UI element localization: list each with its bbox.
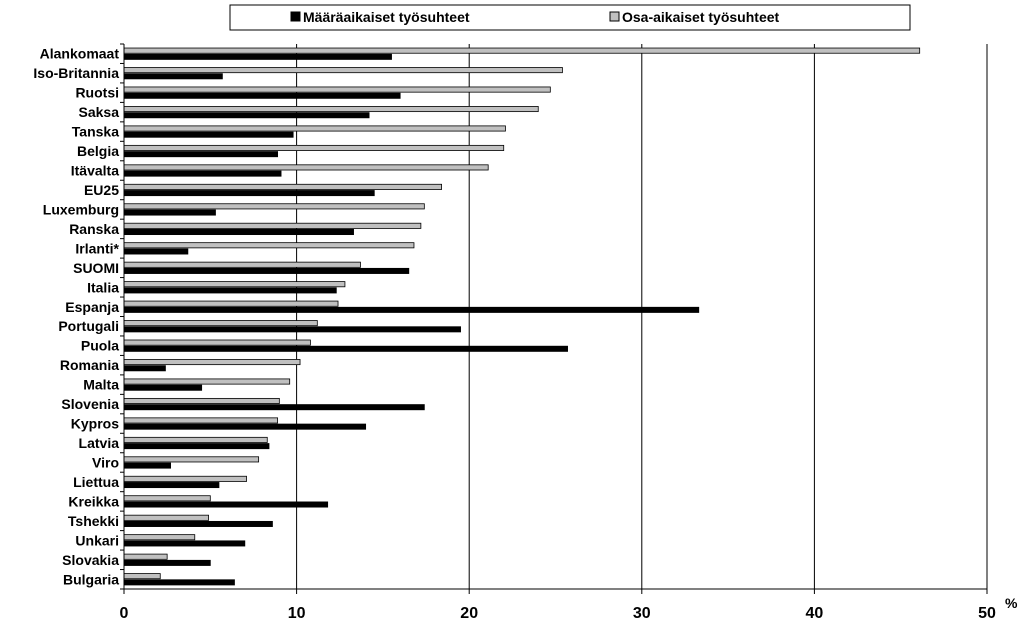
category-label-11: SUOMI [73,260,119,276]
bar-fixed-term-14 [123,326,461,333]
category-label-9: Ranska [69,221,119,237]
plot-area: Alankomaat Iso-Britannia Ruotsi Saksa Tanska… [33,43,1018,622]
bar-part-time-16 [123,359,301,366]
bar-fixed-term-20 [123,443,270,450]
bar-fixed-term-6 [123,170,282,177]
category-label-1: Iso-Britannia [33,65,119,81]
bar-fixed-term-4 [123,131,294,138]
category-label-24: Tshekki [68,513,119,529]
bar-part-time-26 [123,553,168,560]
bar-fixed-term-10 [123,248,189,255]
category-label-22: Liettua [73,474,119,490]
bar-fixed-term-19 [123,423,367,430]
bar-fixed-term-7 [123,190,375,197]
bar-part-time-1 [123,67,563,74]
bar-part-time-17 [123,378,291,385]
category-label-26: Slovakia [62,552,119,568]
bar-fixed-term-12 [123,287,337,294]
category-label-12: Italia [87,279,119,295]
bar-fixed-term-13 [123,306,700,313]
bar-fixed-term-16 [123,365,166,372]
category-label-23: Kreikka [68,493,119,509]
x-unit-label: % [1005,595,1018,611]
bar-part-time-2 [123,86,551,93]
category-label-19: Kypros [71,416,119,432]
legend-swatch-series-1 [290,11,301,22]
bar-fixed-term-22 [123,482,220,489]
bar-fixed-term-24 [123,520,273,527]
bar-part-time-8 [123,203,425,210]
bar-part-time-14 [123,320,318,327]
bar-fixed-term-18 [123,404,425,411]
bar-part-time-15 [123,339,311,346]
category-label-0: Alankomaat [40,46,120,62]
x-tick-label-3: 30 [633,605,651,622]
category-label-5: Belgia [77,143,119,159]
x-tick-label-5: 50 [978,605,996,622]
bar-fixed-term-8 [123,209,216,216]
bar-fixed-term-5 [123,151,279,158]
x-tick-label-1: 10 [288,605,306,622]
category-label-10: Irlanti* [75,240,119,256]
bar-part-time-12 [123,281,346,288]
legend-label-series-2: Osa-aikaiset työsuhteet [622,9,780,25]
category-label-21: Viro [92,454,119,470]
bar-fixed-term-27 [123,579,235,586]
bar-part-time-10 [123,242,415,249]
category-label-13: Espanja [65,299,119,315]
bar-fixed-term-17 [123,384,203,391]
bar-fixed-term-0 [123,53,392,60]
x-tick-label-0: 0 [120,605,129,622]
bar-part-time-5 [123,144,505,151]
legend-label-series-1: Määräaikaiset työsuhteet [303,9,470,25]
category-label-14: Portugali [58,318,119,334]
bar-part-time-21 [123,456,260,463]
bar-part-time-6 [123,164,489,171]
category-label-16: Romania [60,357,119,373]
legend-box [229,4,911,31]
category-label-4: Tanska [72,124,119,140]
bar-part-time-24 [123,514,209,521]
bar-fixed-term-15 [123,345,568,352]
bar-fixed-term-25 [123,540,246,547]
bar-part-time-3 [123,106,539,113]
bar-part-time-13 [123,300,339,307]
category-label-17: Malta [83,377,119,393]
category-label-3: Saksa [79,104,120,120]
bar-part-time-20 [123,436,268,443]
category-label-6: Itävalta [71,163,119,179]
bar-fixed-term-2 [123,92,401,99]
bar-part-time-11 [123,261,361,268]
category-label-15: Puola [81,338,119,354]
category-label-18: Slovenia [61,396,119,412]
bar-fixed-term-9 [123,229,354,236]
bar-part-time-0 [123,47,921,54]
category-label-2: Ruotsi [75,85,119,101]
category-label-20: Latvia [79,435,120,451]
bar-fixed-term-26 [123,559,211,566]
bar-part-time-9 [123,222,422,229]
category-label-8: Luxemburg [43,201,119,217]
bar-fixed-term-21 [123,462,172,469]
bar-part-time-7 [123,183,442,190]
legend-swatch-series-2 [609,11,620,22]
category-label-7: EU25 [84,182,119,198]
x-tick-label-2: 20 [460,605,478,622]
category-label-27: Bulgaria [63,571,119,587]
bar-fixed-term-3 [123,112,370,119]
bar-part-time-25 [123,534,196,541]
bar-fixed-term-23 [123,501,329,508]
bar-part-time-19 [123,417,279,424]
x-tick-label-4: 40 [806,605,824,622]
bar-fixed-term-1 [123,73,223,80]
legend: Määräaikaiset työsuhteet Osa-aikaiset ty… [229,4,911,31]
bar-fixed-term-11 [123,267,410,274]
bar-part-time-27 [123,573,161,580]
bar-part-time-18 [123,397,280,404]
bar-part-time-23 [123,495,211,502]
bar-part-time-4 [123,125,506,132]
category-label-25: Unkari [75,532,119,548]
bar-part-time-22 [123,475,247,482]
